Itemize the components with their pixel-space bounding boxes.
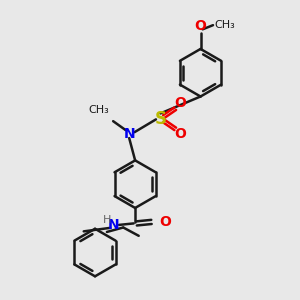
Text: CH₃: CH₃ [88, 105, 109, 115]
Text: O: O [159, 215, 171, 229]
Text: N: N [123, 127, 135, 141]
Text: O: O [174, 127, 186, 141]
Text: N: N [108, 218, 120, 232]
Text: S: S [154, 110, 166, 128]
Text: H: H [103, 214, 111, 224]
Text: O: O [174, 96, 186, 110]
Text: CH₃: CH₃ [214, 20, 235, 30]
Text: O: O [195, 19, 206, 33]
